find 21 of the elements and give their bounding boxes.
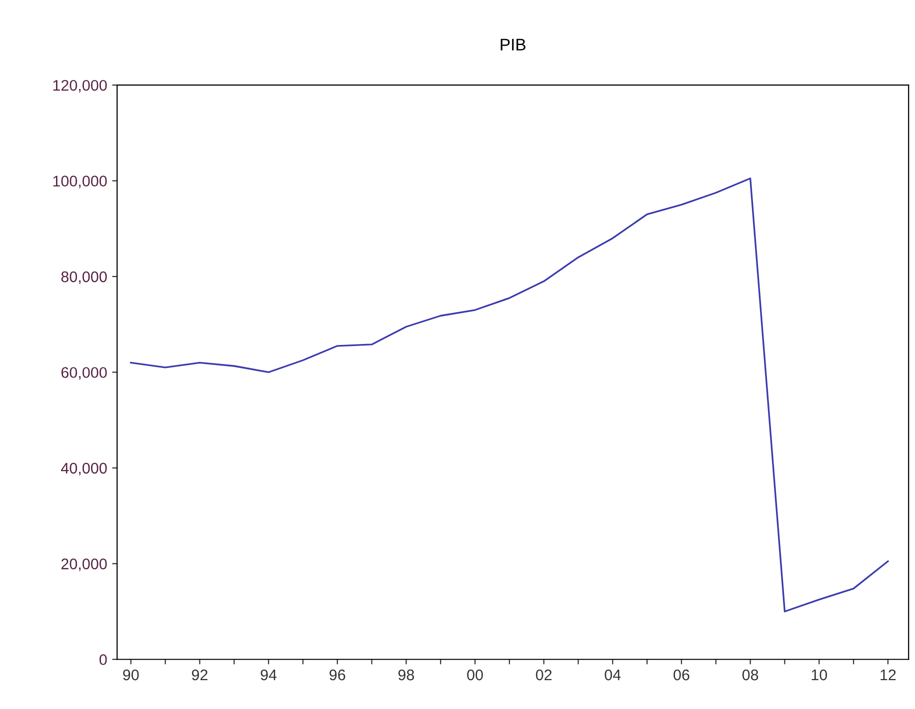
x-tick-label: 90 [123,669,139,680]
y-tick-label: 40,000 [61,462,107,476]
y-tick-label: 80,000 [61,271,107,284]
y-tick-label: 100,000 [53,176,107,188]
x-tick-label: 04 [604,669,621,680]
x-tick-label: 06 [674,669,690,680]
y-tick-label: 20,000 [61,558,107,572]
x-tick-label: 96 [330,669,346,680]
x-tick-label: 12 [880,669,896,680]
x-tick-label: 98 [398,669,414,680]
y-tick-label: 60,000 [61,367,107,380]
x-tick-label: 08 [742,669,758,680]
x-tick-label: 00 [467,669,483,680]
x-tick-label: 10 [812,669,828,680]
chart-title: PIB [500,38,526,50]
x-tick-label: 92 [192,669,208,680]
y-tick-label: 0 [100,654,107,666]
line-series [130,178,889,612]
x-tick-label: 02 [536,669,552,680]
y-tick-label: 120,000 [53,80,107,93]
x-tick-label: 94 [260,669,277,680]
